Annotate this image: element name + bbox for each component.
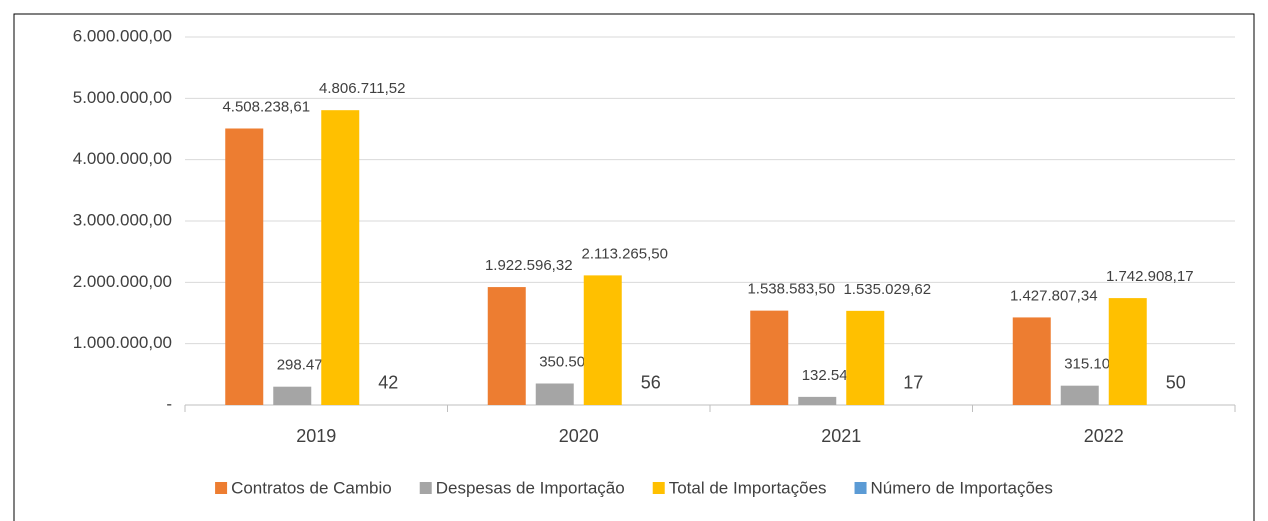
x-tick-label: 2019 (296, 426, 336, 446)
bar (1060, 385, 1099, 405)
x-tick-label: 2021 (821, 426, 861, 446)
bar (1012, 317, 1051, 405)
data-label: 1.922.596,32 (485, 257, 573, 274)
data-label: 50 (1166, 373, 1186, 393)
x-tick-label: 2022 (1084, 426, 1124, 446)
data-label: 1.538.583,50 (747, 281, 835, 298)
y-tick-label: 2.000.000,00 (73, 272, 172, 291)
legend-swatch (652, 482, 665, 494)
data-label: 1.535.029,62 (843, 281, 931, 298)
x-tick-label: 2020 (559, 426, 599, 446)
data-label: 1.742.908,17 (1106, 268, 1194, 285)
bar (750, 310, 789, 405)
data-label: 42 (378, 373, 398, 393)
bar (846, 310, 885, 405)
y-tick-label: 3.000.000,00 (73, 210, 172, 229)
bar (273, 386, 312, 405)
data-label: 2.113.265,50 (582, 245, 668, 262)
legend-swatch (215, 482, 228, 494)
bar (1108, 298, 1147, 405)
data-label: 17 (903, 373, 923, 393)
bar (535, 383, 574, 405)
data-label: 4.806.711,52 (319, 80, 405, 97)
legend-label: Total de Importações (669, 478, 827, 497)
bar (798, 396, 837, 405)
data-label: 4.508.238,61 (222, 98, 310, 115)
y-tick-label: 4.000.000,00 (73, 149, 172, 168)
data-label: 56 (641, 373, 661, 393)
y-tick-label: 1.000.000,00 (73, 333, 172, 352)
y-tick-label: 5.000.000,00 (73, 88, 172, 107)
legend-label: Número de Importações (871, 478, 1053, 497)
legend-swatch (854, 482, 867, 494)
bar (321, 110, 360, 406)
bar (225, 128, 264, 406)
bar (583, 275, 622, 405)
data-label: 1.427.807,34 (1010, 287, 1098, 304)
bar (487, 287, 526, 405)
chart-border (13, 13, 1255, 521)
y-tick-label: - (166, 394, 172, 413)
legend-label: Contratos de Cambio (231, 478, 392, 497)
legend-swatch (419, 482, 432, 494)
y-tick-label: 6.000.000,00 (73, 26, 172, 45)
legend-label: Despesas de Importação (436, 478, 625, 497)
